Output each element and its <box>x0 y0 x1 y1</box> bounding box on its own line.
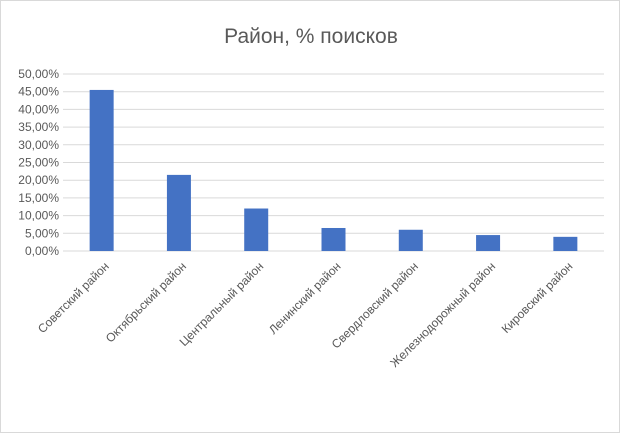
y-tick-label: 10,00% <box>18 209 59 223</box>
x-tick-label: Кировский район <box>499 259 576 336</box>
x-tick-label: Ленинский район <box>266 259 344 337</box>
y-tick-label: 35,00% <box>18 120 59 134</box>
bar <box>89 89 114 252</box>
bar <box>244 208 269 251</box>
y-tick-label: 30,00% <box>18 138 59 152</box>
x-tick-label: Свердловский район <box>329 259 421 351</box>
gridlines <box>63 73 604 252</box>
bars <box>89 89 578 252</box>
y-tick-label: 45,00% <box>18 85 59 99</box>
y-axis: 0,00% 5,00% 10,00% 15,00% 20,00% 25,00% 30,00%… <box>18 67 59 258</box>
bar <box>166 174 191 251</box>
y-tick-label: 0,00% <box>25 244 59 258</box>
y-tick-label: 20,00% <box>18 173 59 187</box>
y-tick-label: 15,00% <box>18 191 59 205</box>
x-tick-label: Центральный район <box>177 259 267 349</box>
bar <box>476 235 501 251</box>
chart-title: Район, % поисков <box>224 25 398 48</box>
y-tick-label: 50,00% <box>18 67 59 81</box>
bar <box>398 229 423 251</box>
x-tick-label: Советский район <box>35 259 112 336</box>
y-tick-label: 40,00% <box>18 102 59 116</box>
bar <box>553 236 578 251</box>
y-tick-label: 25,00% <box>18 156 59 170</box>
y-tick-label: 5,00% <box>25 226 59 240</box>
x-tick-label: Октябрьский район <box>103 259 189 345</box>
bar <box>321 227 346 251</box>
